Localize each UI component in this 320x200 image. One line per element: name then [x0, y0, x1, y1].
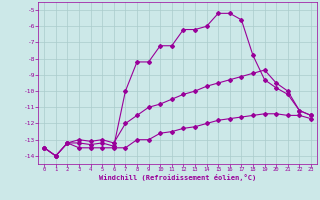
X-axis label: Windchill (Refroidissement éolien,°C): Windchill (Refroidissement éolien,°C): [99, 174, 256, 181]
